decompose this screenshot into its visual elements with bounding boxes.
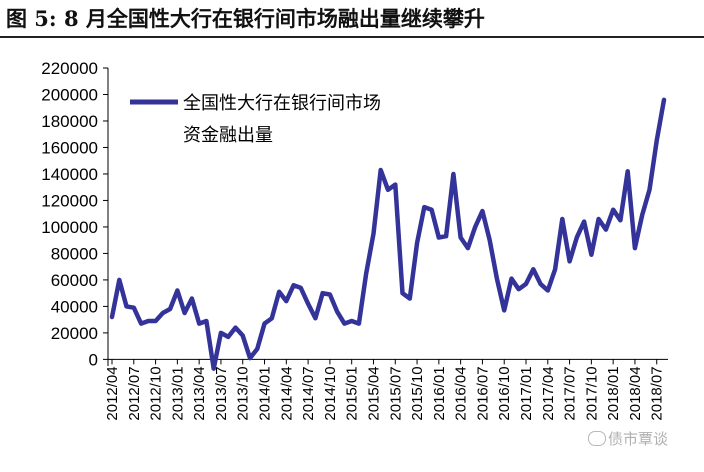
x-tick-label: 2016/07 [474, 366, 491, 420]
x-tick-label: 2013/07 [213, 366, 230, 420]
legend-label-line1: 全国性大行在银行间市场 [183, 93, 381, 114]
y-tick-label: 80000 [51, 244, 98, 263]
x-tick-label: 2012/10 [148, 366, 165, 420]
x-tick-label: 2018/07 [649, 366, 666, 420]
x-tick-label: 2017/10 [583, 366, 600, 420]
y-tick-label: 60000 [51, 271, 98, 290]
x-tick-label: 2016/10 [496, 366, 513, 420]
y-tick-label: 180000 [41, 112, 98, 131]
y-tick-label: 20000 [51, 324, 98, 343]
y-tick-label: 40000 [51, 297, 98, 316]
y-tick-label: 120000 [41, 191, 98, 210]
x-tick-label: 2014/10 [322, 366, 339, 420]
y-tick-label: 220000 [41, 59, 98, 78]
x-tick-label: 2016/04 [453, 366, 470, 420]
x-tick-label: 2012/07 [126, 366, 143, 420]
y-tick-label: 0 [89, 350, 98, 369]
figure-header: 图 5: 8 月全国性大行在银行间市场融出量继续攀升 [0, 0, 704, 38]
y-tick-label: 160000 [41, 138, 98, 157]
x-tick-label: 2015/01 [344, 366, 361, 420]
figure-title: 图 5: 8 月全国性大行在银行间市场融出量继续攀升 [6, 6, 485, 31]
x-tick-label: 2018/04 [627, 366, 644, 420]
x-tick-label: 2012/04 [104, 366, 121, 420]
x-tick-label: 2016/01 [431, 366, 448, 420]
watermark: 债市覃谈 [588, 428, 668, 449]
legend-label-line2: 资金融出量 [183, 125, 273, 146]
line-chart: 0 20000 40000 60000 80000 100000 120000 140000 1… [41, 59, 668, 421]
x-tick-label: 2013/04 [191, 366, 208, 420]
title-divider [0, 36, 704, 38]
x-tick-label: 2017/01 [518, 366, 535, 420]
wechat-icon [588, 431, 606, 446]
x-tick-label: 2015/04 [365, 366, 382, 420]
watermark-text: 债市覃谈 [608, 430, 669, 448]
x-tick-label: 2013/10 [235, 366, 252, 420]
y-tick-label: 100000 [41, 218, 98, 237]
x-tick-label: 2014/07 [300, 366, 317, 420]
y-tick-label: 200000 [41, 85, 98, 104]
x-tick-label: 2018/01 [605, 366, 622, 420]
y-tick-label: 140000 [41, 165, 98, 184]
x-tick-label: 2015/07 [387, 366, 404, 420]
x-tick-label: 2017/07 [562, 366, 579, 420]
x-tick-label: 2017/04 [540, 366, 557, 420]
x-tick-label: 2014/01 [257, 366, 274, 420]
x-tick-label: 2014/04 [278, 366, 295, 420]
x-tick-label: 2015/10 [409, 366, 426, 420]
x-tick-label: 2013/01 [169, 366, 186, 420]
